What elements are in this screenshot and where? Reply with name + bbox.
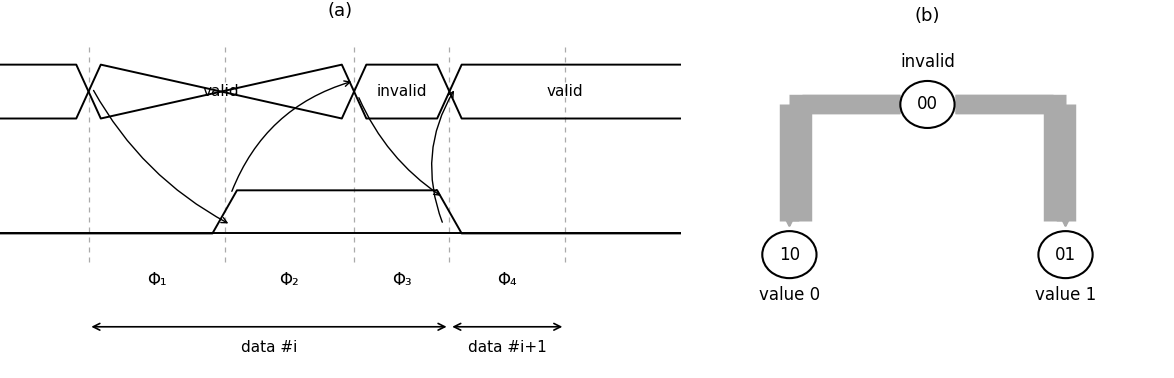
Text: 01: 01	[1055, 246, 1077, 263]
Text: valid: valid	[547, 84, 583, 99]
Text: Φ₁: Φ₁	[147, 271, 167, 289]
Text: invalid: invalid	[377, 84, 427, 99]
Text: data #i+1: data #i+1	[468, 340, 547, 355]
Text: 10: 10	[778, 246, 799, 263]
Text: invalid: invalid	[900, 53, 954, 71]
Text: data #i: data #i	[241, 340, 297, 355]
Ellipse shape	[900, 81, 954, 128]
Text: valid: valid	[203, 84, 239, 99]
Text: value 0: value 0	[758, 286, 819, 304]
Text: Φ₃: Φ₃	[392, 271, 412, 289]
Text: (b): (b)	[915, 7, 940, 25]
Ellipse shape	[1039, 231, 1093, 278]
Text: Φ₂: Φ₂	[279, 271, 299, 289]
Text: 00: 00	[917, 96, 938, 113]
Ellipse shape	[762, 231, 817, 278]
Text: Φ₄: Φ₄	[498, 271, 517, 289]
Text: value 1: value 1	[1035, 286, 1097, 304]
Text: (a): (a)	[328, 2, 353, 20]
